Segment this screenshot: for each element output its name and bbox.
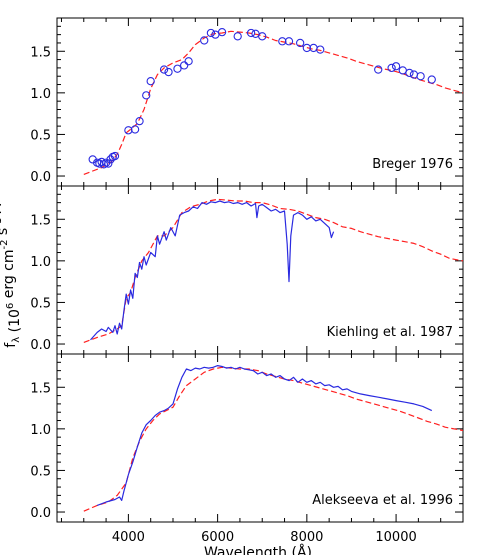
x-tick-label: 8000 xyxy=(290,530,323,545)
y-tick-label: 1.0 xyxy=(30,87,51,102)
panel-label: Kiehling et al. 1987 xyxy=(327,325,453,340)
data-point xyxy=(427,75,436,84)
data-point xyxy=(159,65,169,74)
panel-data xyxy=(83,365,463,512)
panel-frame xyxy=(56,353,464,523)
data-point xyxy=(184,57,193,66)
x-tick-labels: 4000 6000 8000 10000 xyxy=(112,530,417,545)
data-point xyxy=(409,70,419,79)
panels-group: 0.0 0.5 1.0 1.5 Breger 1976 0.0 0.5 1.0 1.5 Kiehl… xyxy=(30,17,464,523)
x-tick-label: 10000 xyxy=(375,530,416,545)
observed-spectrum xyxy=(90,200,335,341)
y-tick-label: 0.5 xyxy=(30,128,51,143)
data-point xyxy=(110,151,120,161)
data-point xyxy=(233,32,242,41)
data-point xyxy=(211,30,220,39)
panel-label: Alekseeva et al. 1996 xyxy=(312,493,453,508)
data-point xyxy=(309,43,318,53)
data-point xyxy=(246,28,256,38)
y-tick-label: 0.5 xyxy=(30,296,51,311)
observed-spectrum xyxy=(96,365,433,506)
data-point xyxy=(124,126,133,135)
y-axis-label: fλ (106 erg cm-2 s-1 Å-1) xyxy=(0,188,23,347)
y-tick-label: 0.0 xyxy=(30,338,51,353)
data-point xyxy=(217,27,227,37)
y-tick-label: 0.0 xyxy=(30,170,51,185)
y-tick-label: 1.0 xyxy=(30,255,51,270)
data-point xyxy=(200,36,209,45)
x-tick-label: 4000 xyxy=(112,530,145,545)
model-curve xyxy=(83,198,463,343)
data-point xyxy=(206,28,216,38)
data-point xyxy=(99,160,108,169)
panel-label: Breger 1976 xyxy=(372,157,453,172)
model-curve xyxy=(83,30,463,175)
y-tick-label: 0.5 xyxy=(30,464,51,479)
data-point xyxy=(296,38,305,48)
panel-data xyxy=(83,198,463,343)
y-tick-label: 1.5 xyxy=(30,381,51,396)
data-point xyxy=(135,116,144,126)
data-point xyxy=(173,64,182,73)
data-point xyxy=(284,37,294,46)
data-point xyxy=(146,77,155,86)
panel-1: 0.0 0.5 1.0 1.5 Breger 1976 xyxy=(30,17,464,187)
data-point xyxy=(142,91,151,100)
data-point xyxy=(398,66,407,75)
data-point xyxy=(104,159,113,168)
data-point xyxy=(258,32,267,41)
y-tick-label: 1.5 xyxy=(30,213,51,228)
data-point xyxy=(164,67,173,77)
panel-data xyxy=(83,27,463,175)
y-tick-label: 1.0 xyxy=(30,423,51,438)
data-point xyxy=(416,72,425,81)
data-point xyxy=(130,125,140,134)
model-curve xyxy=(83,366,463,512)
data-point xyxy=(387,63,396,73)
panel-2: 0.0 0.5 1.0 1.5 Kiehling et al. 1987 xyxy=(30,185,464,355)
y-tick-label: 1.5 xyxy=(30,45,51,60)
y-tick-label: 0.0 xyxy=(30,506,51,521)
data-point xyxy=(374,65,383,74)
data-point xyxy=(405,68,414,78)
panel-3: 0.0 0.5 1.0 1.5 Alekseeva et al. 1996 xyxy=(30,353,464,523)
x-tick-label: 6000 xyxy=(201,530,234,545)
data-point xyxy=(180,61,189,70)
data-point xyxy=(316,45,325,54)
x-axis-label: Wavelength (Å) xyxy=(204,544,312,555)
data-point xyxy=(391,62,401,71)
